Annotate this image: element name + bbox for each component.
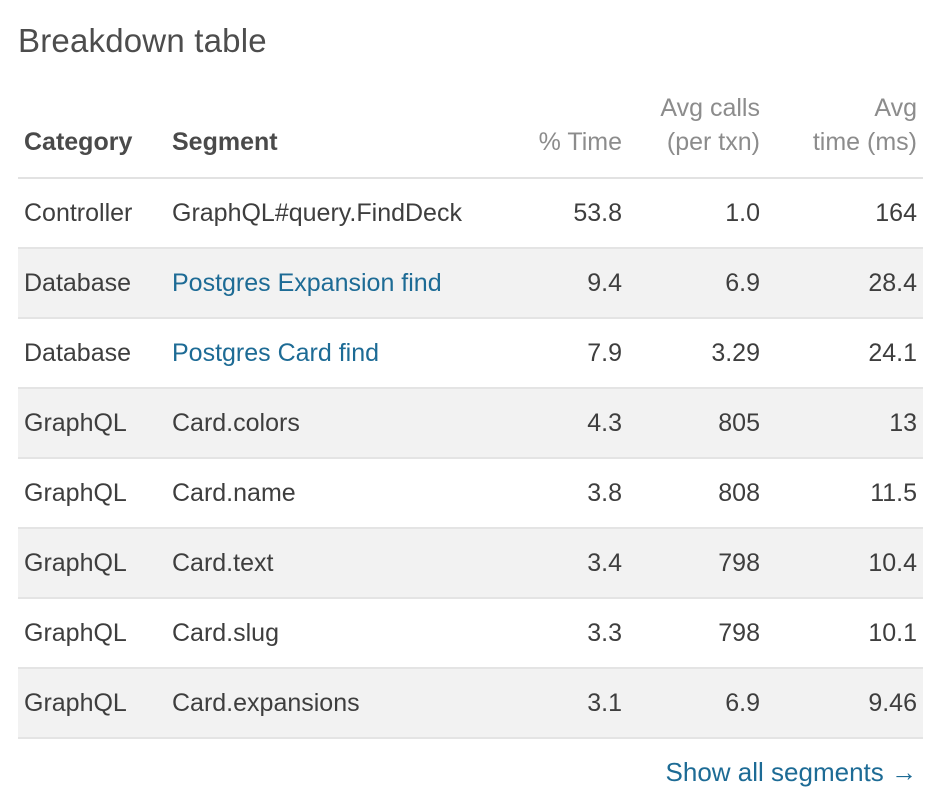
cell-segment: Card.name (166, 458, 506, 529)
table-row: Database Postgres Card find 7.9 3.29 24.… (18, 318, 923, 389)
cell-category: GraphQL (18, 458, 166, 529)
column-header-segment: Segment (166, 75, 506, 179)
cell-avg-calls: 1.0 (628, 178, 766, 249)
cell-avg-calls: 6.9 (628, 668, 766, 739)
table-row: Controller GraphQL#query.FindDeck 53.8 1… (18, 178, 923, 249)
cell-avg-calls: 805 (628, 388, 766, 459)
cell-avg-calls: 798 (628, 598, 766, 669)
segment-text: Card.expansions (172, 688, 360, 717)
cell-avg-time: 13 (766, 388, 923, 459)
table-row: GraphQL Card.name 3.8 808 11.5 (18, 458, 923, 529)
segment-link-postgres-expansion-find[interactable]: Postgres Expansion find (172, 268, 442, 297)
cell-avg-calls: 6.9 (628, 248, 766, 319)
segment-text: Card.name (172, 478, 296, 507)
cell-pct-time: 3.1 (506, 668, 628, 739)
breakdown-panel: Breakdown table Category Segment % Time … (18, 0, 923, 788)
cell-category: GraphQL (18, 388, 166, 459)
cell-segment: Card.colors (166, 388, 506, 459)
column-header-avg-time-line2: time (ms) (812, 128, 917, 156)
segment-text: Card.colors (172, 408, 300, 437)
table-footer: Show all segments → (18, 739, 923, 788)
cell-avg-time: 28.4 (766, 248, 923, 319)
cell-segment: Postgres Card find (166, 318, 506, 389)
segment-text: Card.slug (172, 618, 279, 647)
cell-pct-time: 3.8 (506, 458, 628, 529)
table-row: GraphQL Card.slug 3.3 798 10.1 (18, 598, 923, 669)
segment-text: GraphQL#query.FindDeck (172, 198, 462, 227)
cell-segment: GraphQL#query.FindDeck (166, 178, 506, 249)
show-all-segments-link[interactable]: Show all segments → (665, 757, 917, 787)
segment-text: Card.text (172, 548, 274, 577)
cell-segment: Card.slug (166, 598, 506, 669)
table-header-row: Category Segment % Time Avg calls (per t… (18, 75, 923, 179)
cell-avg-time: 11.5 (766, 458, 923, 529)
cell-avg-calls: 808 (628, 458, 766, 529)
cell-category: GraphQL (18, 668, 166, 739)
cell-avg-time: 24.1 (766, 318, 923, 389)
cell-avg-calls: 798 (628, 528, 766, 599)
cell-segment: Card.expansions (166, 668, 506, 739)
cell-pct-time: 9.4 (506, 248, 628, 319)
cell-segment: Postgres Expansion find (166, 248, 506, 319)
column-header-avg-time-line1: Avg (874, 94, 917, 122)
cell-pct-time: 7.9 (506, 318, 628, 389)
cell-category: GraphQL (18, 598, 166, 669)
cell-category: Database (18, 248, 166, 319)
column-header-pct-time-label: % Time (538, 128, 622, 156)
cell-pct-time: 53.8 (506, 178, 628, 249)
column-header-avg-time: Avg time (ms) (766, 75, 923, 179)
table-row: GraphQL Card.colors 4.3 805 13 (18, 388, 923, 459)
column-header-category: Category (18, 75, 166, 179)
column-header-avg-calls-line2: (per txn) (666, 128, 760, 156)
table-row: GraphQL Card.text 3.4 798 10.4 (18, 528, 923, 599)
cell-avg-time: 9.46 (766, 668, 923, 739)
column-header-avg-calls-line1: Avg calls (660, 94, 760, 122)
cell-category: Database (18, 318, 166, 389)
cell-avg-calls: 3.29 (628, 318, 766, 389)
column-header-pct-time: % Time (506, 75, 628, 179)
cell-avg-time: 10.1 (766, 598, 923, 669)
breakdown-table: Category Segment % Time Avg calls (per t… (18, 75, 923, 739)
table-row: GraphQL Card.expansions 3.1 6.9 9.46 (18, 668, 923, 739)
cell-pct-time: 4.3 (506, 388, 628, 459)
panel-title: Breakdown table (18, 22, 267, 59)
cell-segment: Card.text (166, 528, 506, 599)
cell-category: GraphQL (18, 528, 166, 599)
cell-pct-time: 3.3 (506, 598, 628, 669)
cell-category: Controller (18, 178, 166, 249)
cell-pct-time: 3.4 (506, 528, 628, 599)
segment-link-postgres-card-find[interactable]: Postgres Card find (172, 338, 380, 367)
column-header-avg-calls: Avg calls (per txn) (628, 75, 766, 179)
cell-avg-time: 164 (766, 178, 923, 249)
cell-avg-time: 10.4 (766, 528, 923, 599)
table-row: Database Postgres Expansion find 9.4 6.9… (18, 248, 923, 319)
